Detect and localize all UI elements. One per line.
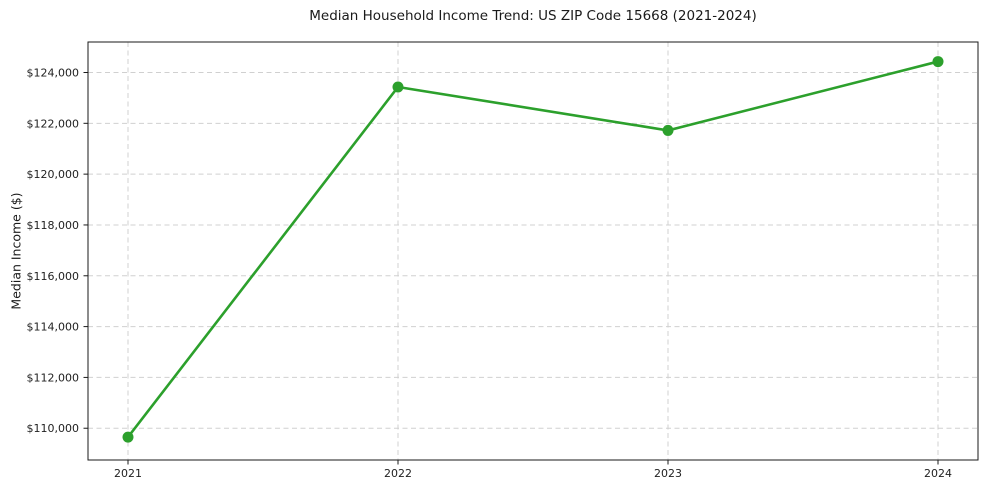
chart-title: Median Household Income Trend: US ZIP Co… bbox=[309, 8, 757, 24]
y-tick-label: $122,000 bbox=[27, 117, 80, 130]
data-point-2023 bbox=[662, 124, 674, 136]
y-tick-label: $118,000 bbox=[27, 219, 80, 232]
income-trend-line bbox=[126, 60, 940, 439]
x-tick-label: 2024 bbox=[924, 467, 952, 480]
data-point-2024 bbox=[932, 56, 944, 68]
y-tick-label: $124,000 bbox=[27, 66, 80, 79]
y-tick-label: $120,000 bbox=[27, 168, 80, 181]
x-tick-label: 2021 bbox=[114, 467, 142, 480]
y-tick-label: $112,000 bbox=[27, 371, 80, 384]
y-tick-label: $110,000 bbox=[27, 422, 80, 435]
y-tick-label: $116,000 bbox=[27, 270, 80, 283]
data-point-2021 bbox=[122, 431, 134, 443]
x-tick-label: 2023 bbox=[654, 467, 682, 480]
x-tick-label: 2022 bbox=[384, 467, 412, 480]
plot-border bbox=[87, 41, 979, 461]
data-point-2022 bbox=[392, 81, 404, 93]
y-tick-label: $114,000 bbox=[27, 321, 80, 334]
